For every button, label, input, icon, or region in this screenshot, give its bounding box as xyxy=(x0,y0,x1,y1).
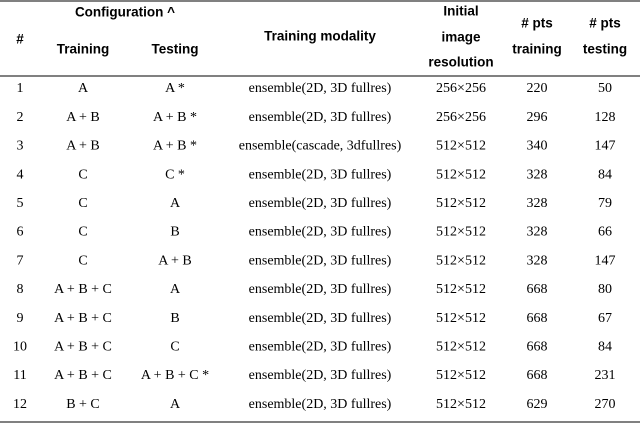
table-cell: 512×512 xyxy=(436,397,486,412)
table-cell: ensemble(2D, 3D fullres) xyxy=(249,196,392,211)
table-cell: C xyxy=(78,196,87,211)
table-cell: 270 xyxy=(595,397,616,412)
table-cell: 512×512 xyxy=(436,167,486,182)
table-cell: 231 xyxy=(595,368,616,383)
table-cell: 512×512 xyxy=(436,340,486,355)
header-cell: # pts xyxy=(521,16,553,31)
table-cell: ensemble(2D, 3D fullres) xyxy=(249,397,392,412)
table-cell: B xyxy=(170,225,179,240)
table-cell: C xyxy=(78,167,87,182)
header-cell: Initial xyxy=(443,4,478,19)
table-cell: 512×512 xyxy=(436,196,486,211)
table-cell: 512×512 xyxy=(436,139,486,154)
table-cell: 512×512 xyxy=(436,311,486,326)
header-cell: Testing xyxy=(152,42,199,57)
table-cell: 668 xyxy=(527,282,548,297)
table-cell: C xyxy=(78,253,87,268)
table-cell: A + B xyxy=(66,139,100,154)
table-cell: 84 xyxy=(598,167,612,182)
table-cell: 8 xyxy=(17,282,24,297)
table-cell: ensemble(2D, 3D fullres) xyxy=(249,225,392,240)
table-cell: 147 xyxy=(595,139,616,154)
table-cell: A xyxy=(170,196,181,211)
header-cell: Configuration ^ xyxy=(75,5,175,20)
table-cell: 328 xyxy=(527,196,548,211)
table-cell: ensemble(2D, 3D fullres) xyxy=(249,167,392,182)
header-cell: training xyxy=(512,42,562,57)
table-cell: A + B + C xyxy=(54,282,112,297)
header-cell: # xyxy=(16,32,24,47)
table-cell: 79 xyxy=(598,196,612,211)
table-cell: A + B + C * xyxy=(141,368,209,383)
table-cell: ensemble(2D, 3D fullres) xyxy=(249,282,392,297)
table-cell: ensemble(2D, 3D fullres) xyxy=(249,311,392,326)
table-cell: A + B * xyxy=(153,139,197,154)
table-cell: 12 xyxy=(13,397,27,412)
table-cell: 328 xyxy=(527,225,548,240)
table-cell: 668 xyxy=(527,368,548,383)
table-cell: ensemble(2D, 3D fullres) xyxy=(249,110,392,125)
header-cell: testing xyxy=(583,42,627,57)
table-cell: A + B xyxy=(158,253,192,268)
table-cell: 67 xyxy=(598,311,612,326)
table-cell: C xyxy=(170,340,179,355)
table-cell: 512×512 xyxy=(436,368,486,383)
header-cell: image xyxy=(441,30,481,45)
table-cell: B + C xyxy=(66,397,100,412)
table-cell: 50 xyxy=(598,81,612,96)
table-cell: 629 xyxy=(527,397,548,412)
header-cell: Training xyxy=(57,42,110,57)
table-cell: 328 xyxy=(527,253,548,268)
header-cell: # pts xyxy=(589,16,621,31)
header-cell: resolution xyxy=(428,55,493,70)
table-cell: 3 xyxy=(17,139,24,154)
table-cell: A * xyxy=(165,81,185,96)
table-cell: 84 xyxy=(598,340,612,355)
table-cell: 220 xyxy=(527,81,548,96)
table-cell: A + B + C xyxy=(54,311,112,326)
table-cell: 328 xyxy=(527,167,548,182)
table-cell: 10 xyxy=(13,340,27,355)
table-cell: A + B * xyxy=(153,110,197,125)
header-cell: Training modality xyxy=(264,29,376,44)
table-cell: A + B + C xyxy=(54,368,112,383)
table-cell: 11 xyxy=(13,368,26,383)
table-cell: ensemble(2D, 3D fullres) xyxy=(249,253,392,268)
table-cell: 2 xyxy=(17,110,24,125)
table-cell: A xyxy=(170,397,181,412)
table-cell: ensemble(2D, 3D fullres) xyxy=(249,81,392,96)
table-cell: 256×256 xyxy=(436,110,486,125)
table-cell: B xyxy=(170,311,179,326)
table-cell: 5 xyxy=(17,196,24,211)
table-cell: C * xyxy=(165,167,185,182)
table-cell: 7 xyxy=(17,253,24,268)
table-cell: 512×512 xyxy=(436,253,486,268)
table-cell: 512×512 xyxy=(436,225,486,240)
table-cell: A + B + C xyxy=(54,340,112,355)
table-cell: 147 xyxy=(595,253,616,268)
table-cell: 668 xyxy=(527,340,548,355)
table-cell: 256×256 xyxy=(436,81,486,96)
table-cell: ensemble(2D, 3D fullres) xyxy=(249,368,392,383)
table-cell: 668 xyxy=(527,311,548,326)
table-cell: 80 xyxy=(598,282,612,297)
table-cell: ensemble(cascade, 3dfullres) xyxy=(239,139,402,154)
table-cell: A xyxy=(170,282,181,297)
table-cell: 4 xyxy=(17,167,24,182)
table-cell: A xyxy=(78,81,89,96)
table-cell: A + B xyxy=(66,110,100,125)
table-cell: 296 xyxy=(527,110,548,125)
table-cell: ensemble(2D, 3D fullres) xyxy=(249,340,392,355)
table-cell: C xyxy=(78,225,87,240)
table-cell: 1 xyxy=(17,81,24,96)
table-cell: 9 xyxy=(17,311,24,326)
table-cell: 340 xyxy=(527,139,548,154)
table-cell: 6 xyxy=(17,225,24,240)
table-cell: 66 xyxy=(598,225,612,240)
table-cell: 512×512 xyxy=(436,282,486,297)
table-cell: 128 xyxy=(595,110,616,125)
